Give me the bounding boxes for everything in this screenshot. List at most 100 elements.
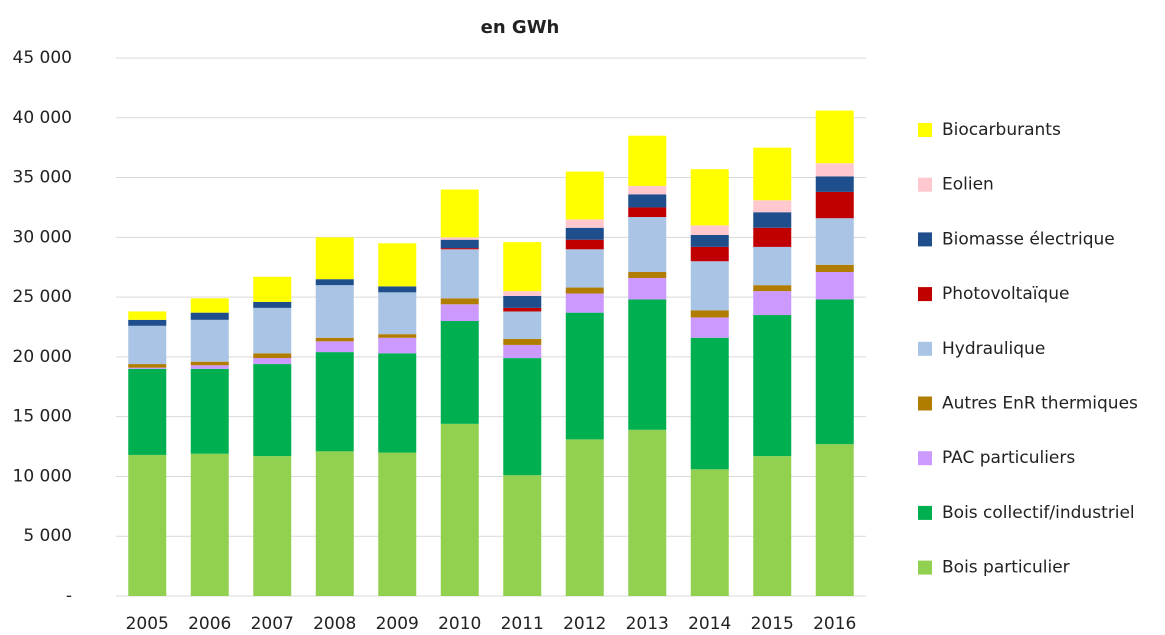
bar-segment	[190, 365, 229, 369]
bar-segment	[753, 147, 792, 201]
legend-label: Bois collectif/industriel	[942, 503, 1135, 523]
legend-label: PAC particuliers	[942, 448, 1075, 468]
bar-segment	[815, 191, 854, 219]
bar-segment	[503, 291, 542, 296]
x-tick-label: 2012	[563, 614, 606, 634]
legend-swatch	[918, 123, 932, 137]
y-tick-label: 10 000	[13, 466, 72, 486]
bar-segment	[503, 307, 542, 312]
bar-segment	[503, 475, 542, 596]
bar-segment	[128, 367, 167, 369]
bar-segment	[315, 285, 354, 338]
bar-segment	[815, 272, 854, 300]
bar-segment	[440, 237, 479, 240]
bar-segment	[565, 439, 604, 596]
bar-segment	[253, 301, 292, 308]
bar-segment	[815, 163, 854, 177]
bar-segment	[690, 246, 729, 262]
bar-segment	[753, 227, 792, 247]
y-tick-label: 5 000	[23, 526, 72, 546]
bar-segment	[378, 452, 417, 596]
bar-segment	[565, 227, 604, 240]
bar-segment	[815, 264, 854, 273]
x-tick-label: 2011	[501, 614, 544, 634]
y-tick-label: 40 000	[13, 108, 72, 128]
legend-label: Biomasse électrique	[942, 229, 1115, 249]
bar-segment	[315, 341, 354, 353]
bar-segment	[815, 444, 854, 596]
bar-segment	[378, 337, 417, 354]
bar-segment	[753, 456, 792, 596]
x-tick-label: 2008	[313, 614, 356, 634]
bar-segment	[128, 311, 167, 320]
bar-segment	[628, 277, 667, 300]
chart-title: en GWh	[481, 17, 560, 38]
bar-segment	[378, 243, 417, 287]
bar-segment	[190, 312, 229, 320]
bar-segment	[378, 286, 417, 293]
bar-segment	[753, 212, 792, 228]
bar-segment	[253, 353, 292, 359]
bar-segment	[628, 194, 667, 208]
bar-segment	[628, 207, 667, 218]
bar-segment	[565, 293, 604, 313]
bar-segment	[128, 325, 167, 365]
legend-swatch	[918, 177, 932, 192]
bar-segment	[753, 315, 792, 457]
legend-swatch	[918, 341, 932, 356]
bar-segment	[503, 338, 542, 345]
x-tick-label: 2006	[188, 614, 231, 634]
bar-segment	[253, 307, 292, 354]
bar-segment	[628, 185, 667, 195]
bar-segment	[690, 234, 729, 247]
bar-segment	[815, 218, 854, 265]
bar-segment	[440, 298, 479, 305]
bar-segment	[253, 456, 292, 596]
bar-segment	[503, 311, 542, 339]
bar-segment	[565, 249, 604, 288]
bar-segment	[315, 337, 354, 342]
bar-segment	[128, 368, 167, 455]
legend-label: Eolien	[942, 175, 994, 195]
legend-swatch	[918, 505, 932, 520]
x-tick-label: 2005	[126, 614, 169, 634]
bar-segment	[190, 319, 229, 362]
bar-segment	[440, 248, 479, 250]
bar-segment	[440, 321, 479, 424]
y-tick-label: 35 000	[13, 168, 72, 188]
bar-segment	[503, 358, 542, 476]
bar-segment	[440, 304, 479, 322]
bar-segment	[690, 469, 729, 596]
bar-segment	[628, 272, 667, 278]
legend-label: Autres EnR thermiques	[942, 394, 1138, 414]
bar-segment	[378, 334, 417, 338]
x-tick-label: 2009	[376, 614, 419, 634]
bar-segment	[315, 237, 354, 280]
y-tick-label: 25 000	[13, 287, 72, 307]
x-tick-label: 2014	[688, 614, 731, 634]
legend-swatch	[918, 451, 932, 466]
bar-segment	[753, 291, 792, 316]
x-tick-label: 2015	[751, 614, 794, 634]
y-tick-label: 15 000	[13, 407, 72, 427]
bar-segment	[315, 279, 354, 286]
bar-segment	[128, 364, 167, 368]
bar-segment	[440, 249, 479, 299]
bar-segment	[253, 276, 292, 302]
legend-swatch	[918, 232, 932, 247]
bar-segment	[503, 344, 542, 359]
legend-label: Hydraulique	[942, 339, 1045, 359]
bar-segment	[753, 246, 792, 286]
bar-segment	[815, 110, 854, 164]
bar-segment	[753, 285, 792, 292]
legend-label: Biocarburants	[942, 120, 1061, 140]
legend-label: Photovoltaïque	[942, 284, 1070, 304]
bar-segment	[690, 225, 729, 235]
bar-segment	[128, 319, 167, 326]
bar-segment	[440, 189, 479, 238]
bar-segment	[315, 451, 354, 596]
bar-segment	[440, 239, 479, 249]
legend-swatch	[918, 560, 932, 575]
bar-segment	[753, 200, 792, 213]
